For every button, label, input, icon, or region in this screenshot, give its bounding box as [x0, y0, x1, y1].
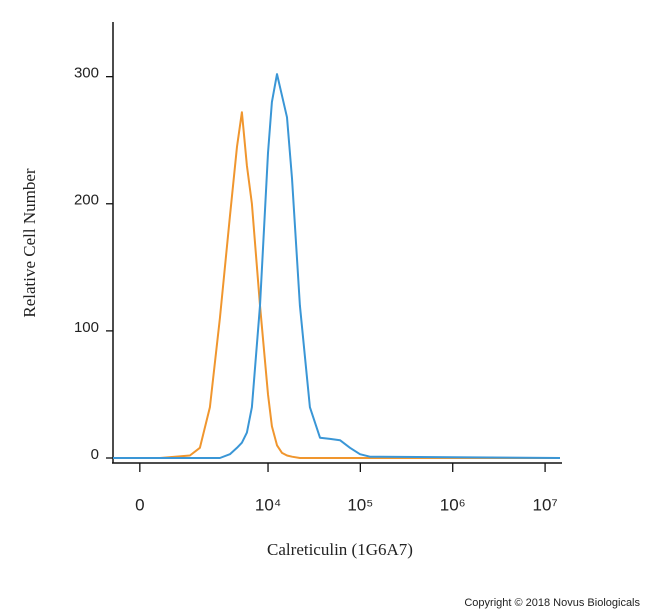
x-tick-label: 10⁴ [255, 495, 281, 514]
copyright: Copyright © 2018 Novus Biologicals [464, 597, 640, 609]
y-tick-label: 0 [91, 446, 99, 463]
x-tick-label: 10⁶ [440, 495, 466, 514]
x-axis-label: Calreticulin (1G6A7) [267, 540, 413, 559]
x-tick-label: 10⁷ [533, 495, 558, 514]
x-tick-label: 10⁵ [347, 495, 373, 514]
y-tick-label: 200 [74, 192, 99, 209]
x-tick-label: 0 [135, 495, 144, 514]
histogram-line [113, 73, 561, 459]
histogram-line [113, 111, 560, 459]
y-axis-label: Relative Cell Number [20, 168, 39, 318]
y-tick-label: 100 [74, 319, 99, 336]
y-tick-label: 300 [74, 65, 99, 82]
